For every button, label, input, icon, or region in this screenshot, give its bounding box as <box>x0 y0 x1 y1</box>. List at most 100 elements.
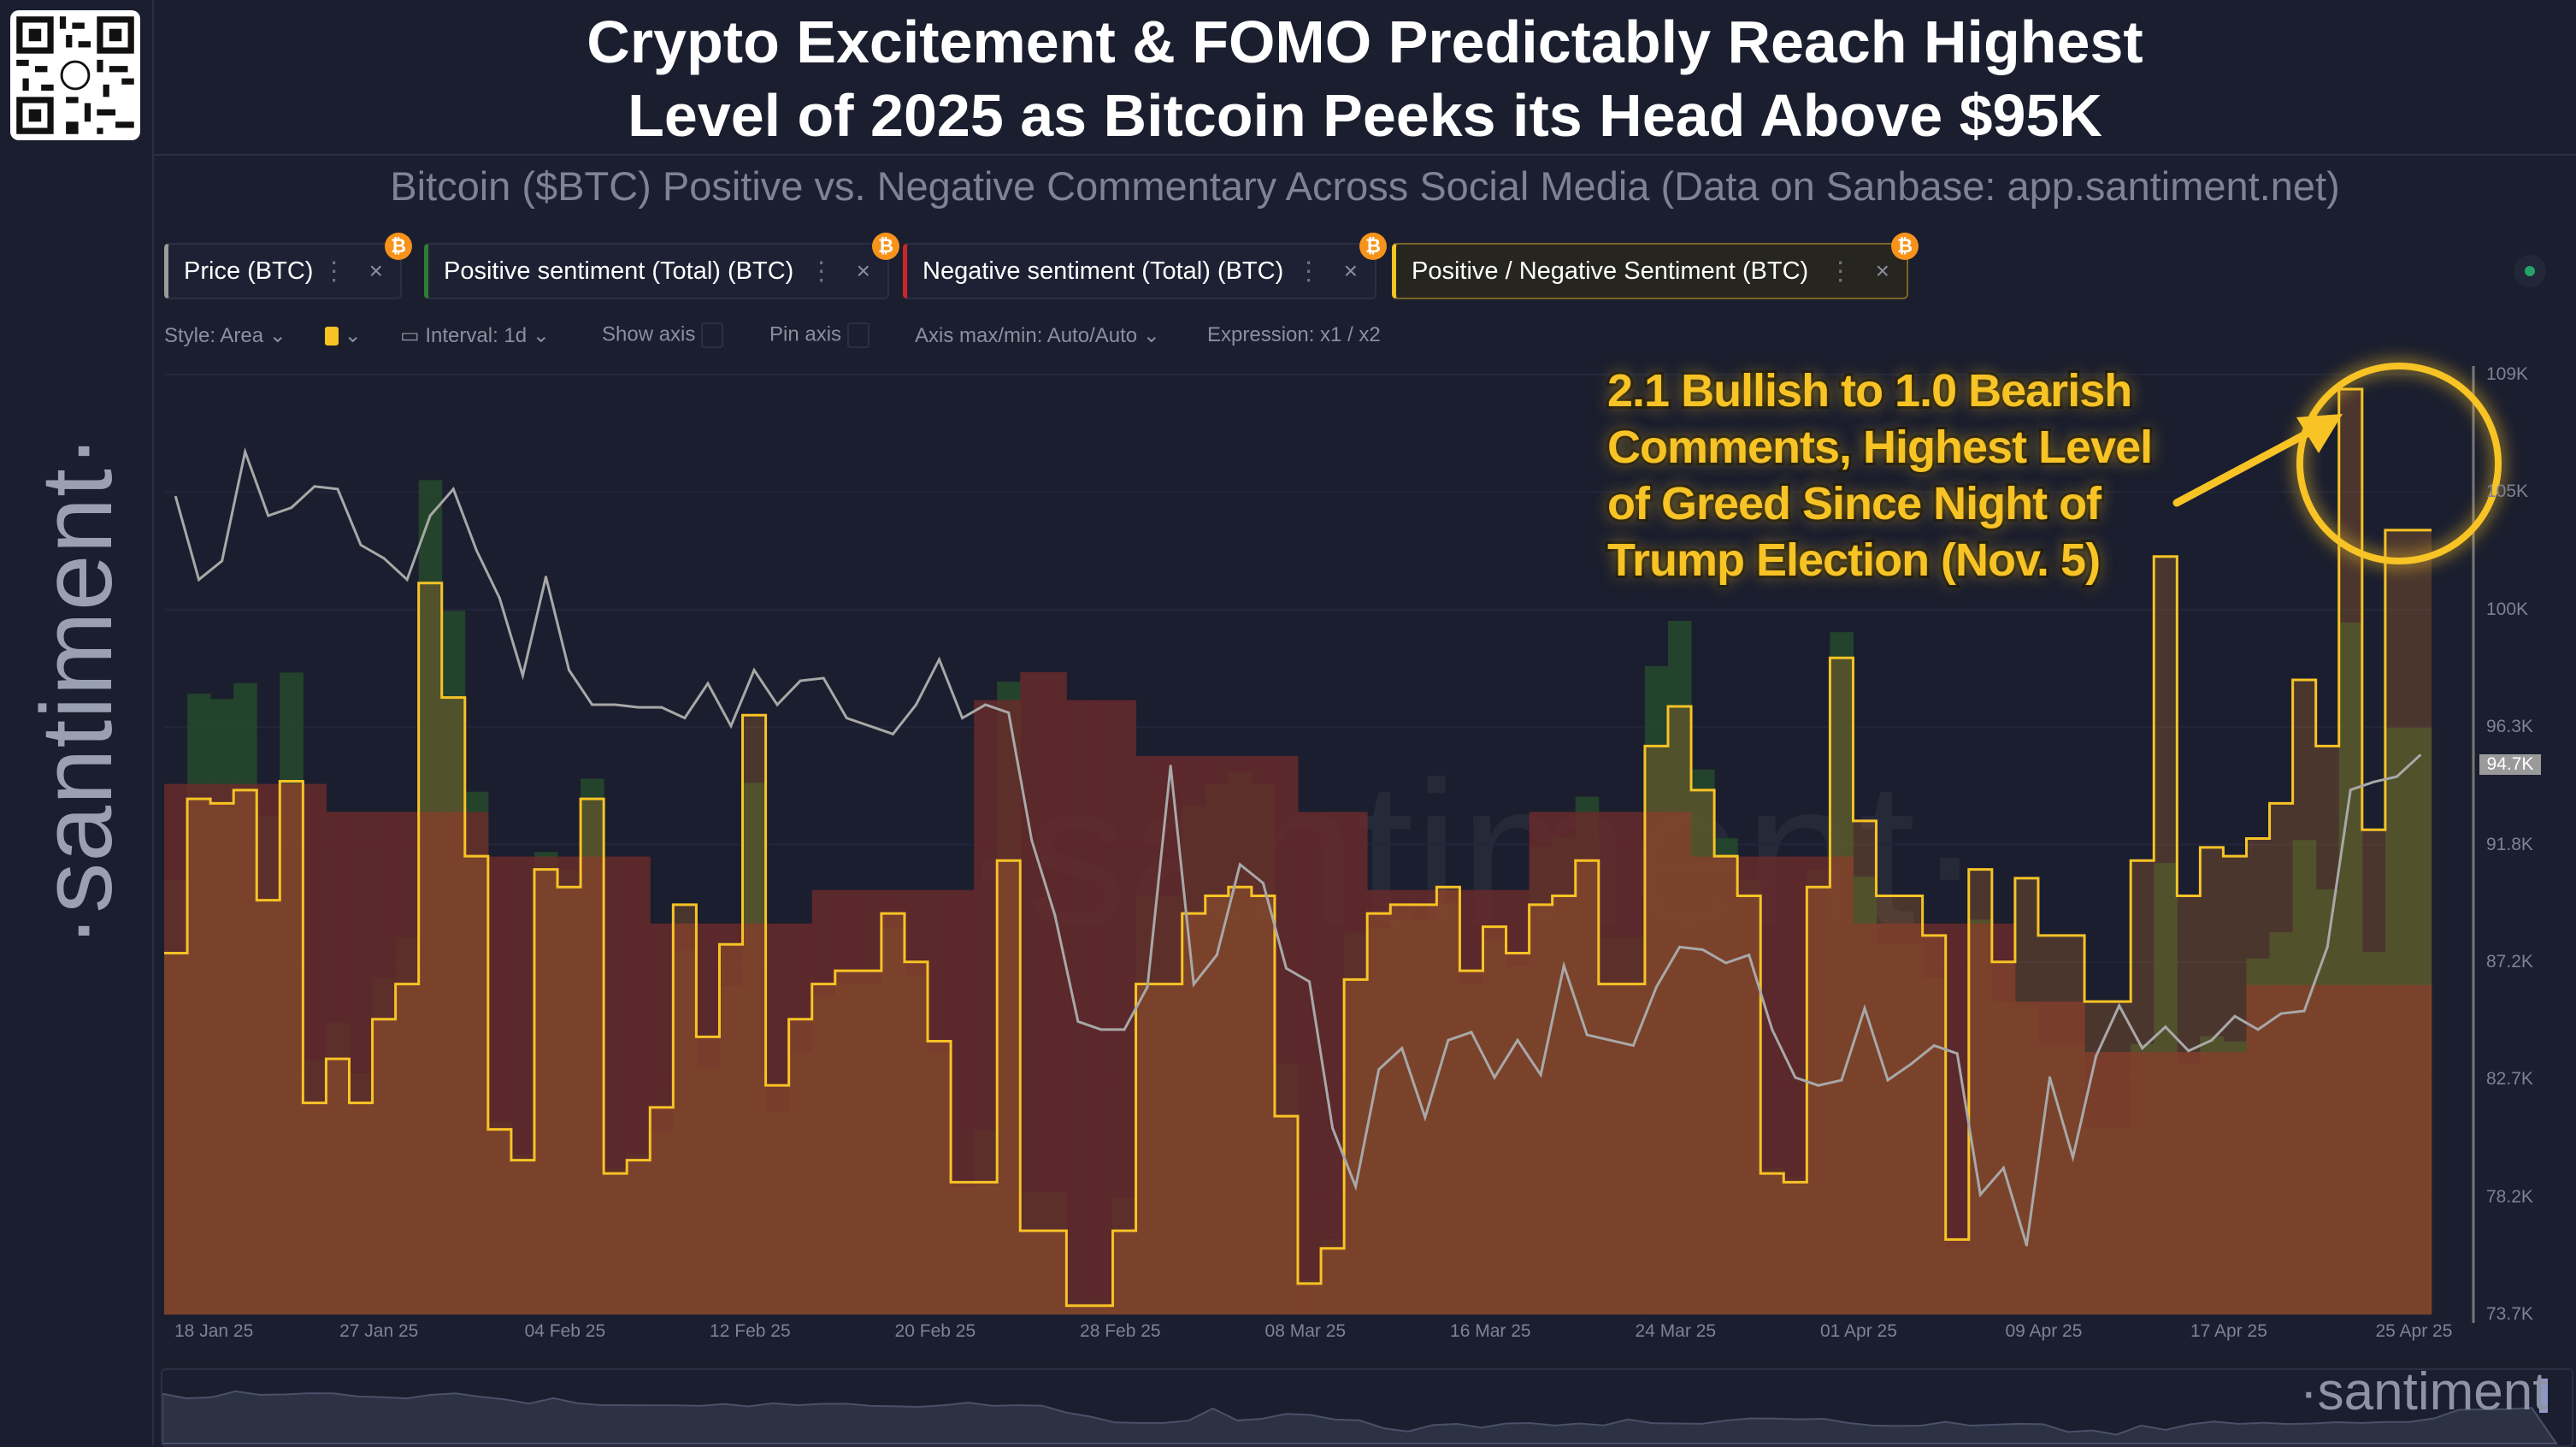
negative-sentiment-bar <box>2408 984 2432 1314</box>
negative-sentiment-bar <box>1667 812 1692 1314</box>
navigator-minimap[interactable] <box>161 1368 2573 1447</box>
tab-negative-sentiment[interactable]: Negative sentiment (Total) (BTC) ⋮ × ₿ <box>903 233 1387 299</box>
negative-sentiment-bar <box>2338 984 2363 1314</box>
price-point <box>2118 1004 2121 1007</box>
axis-maxmin-dropdown[interactable]: Axis max/min: Auto/Auto ⌄ <box>915 323 1160 347</box>
header-divider <box>154 154 2576 156</box>
price-point <box>1030 839 1034 842</box>
negative-sentiment-bar <box>395 812 420 1314</box>
price-point <box>683 717 687 720</box>
negative-sentiment-bar <box>1737 856 1761 1314</box>
bitcoin-icon: ₿ <box>872 233 899 260</box>
price-point <box>521 674 524 677</box>
price-point <box>1562 964 1565 967</box>
y-tick-label: 91.8K <box>2486 834 2533 854</box>
more-options-icon[interactable]: ⋮ <box>1827 257 1854 286</box>
price-point <box>290 506 293 510</box>
axis-maxmin-label: Axis max/min: Auto/Auto <box>915 323 1138 347</box>
tab-positive-sentiment[interactable]: Positive sentiment (Total) (BTC) ⋮ × ₿ <box>424 233 899 299</box>
price-point <box>1631 1044 1635 1048</box>
price-point <box>1493 1076 1496 1079</box>
price-point <box>891 732 894 735</box>
highlight-circle <box>2296 363 2502 564</box>
more-options-icon[interactable]: ⋮ <box>1295 257 1322 286</box>
negative-sentiment-bar <box>2037 1001 2062 1314</box>
more-options-icon[interactable]: ⋮ <box>808 257 834 286</box>
bitcoin-icon: ₿ <box>385 233 412 260</box>
show-axis-toggle[interactable]: Show axis <box>602 322 724 348</box>
price-point <box>775 703 779 706</box>
price-point <box>2095 1054 2098 1058</box>
price-point <box>2302 1009 2306 1013</box>
price-point <box>1955 1052 1959 1055</box>
style-dropdown[interactable]: Style: Area ⌄ <box>164 323 286 347</box>
price-point <box>1308 980 1312 983</box>
price-point <box>1215 954 1218 957</box>
pin-axis-checkbox[interactable] <box>846 322 869 348</box>
price-point <box>2372 780 2375 783</box>
page-subtitle: Bitcoin ($BTC) Positive vs. Negative Com… <box>390 163 2340 209</box>
negative-sentiment-bar <box>2246 984 2271 1314</box>
price-point <box>1169 765 1172 768</box>
price-point <box>1863 1007 1866 1010</box>
negative-sentiment-bar <box>164 783 188 1314</box>
negative-sentiment-bar <box>1436 889 1460 1314</box>
tab-price[interactable]: Price (BTC) ⋮ × ₿ <box>164 233 412 299</box>
price-point <box>1654 985 1658 989</box>
negative-sentiment-bar <box>974 700 998 1314</box>
negative-sentiment-bar <box>1413 889 1437 1314</box>
negative-sentiment-bar <box>1251 756 1276 1314</box>
pin-axis-label: Pin axis <box>769 322 842 346</box>
negative-sentiment-bar <box>2315 984 2340 1314</box>
negative-sentiment-bar <box>280 783 304 1314</box>
y-tick-label: 78.2K <box>2486 1186 2533 1207</box>
negative-sentiment-bar <box>303 783 327 1314</box>
close-icon[interactable]: × <box>1875 257 1889 284</box>
negative-sentiment-bar <box>2269 984 2294 1314</box>
more-options-icon[interactable]: ⋮ <box>321 257 347 286</box>
negative-sentiment-bar <box>2014 1001 2039 1314</box>
live-indicator-icon <box>2514 255 2546 287</box>
close-icon[interactable]: × <box>856 257 870 284</box>
show-axis-checkbox[interactable] <box>701 322 724 348</box>
negative-sentiment-bar <box>2107 1052 2131 1314</box>
negative-sentiment-bar <box>1876 923 1901 1314</box>
price-point <box>1470 1031 1473 1034</box>
close-icon[interactable]: × <box>368 257 383 284</box>
price-point <box>2187 1049 2190 1053</box>
negative-sentiment-bar <box>372 812 397 1314</box>
annotation-text: 2.1 Bullish to 1.0 Bearish Comments, Hig… <box>1605 363 2155 588</box>
tab-label: Positive / Negative Sentiment (BTC) <box>1412 257 1809 285</box>
price-point <box>822 676 825 680</box>
pin-axis-toggle[interactable]: Pin axis <box>769 322 869 348</box>
negative-sentiment-bar <box>464 812 489 1314</box>
negative-sentiment-bar <box>2154 1052 2178 1314</box>
tab-positive-negative-ratio[interactable]: Positive / Negative Sentiment (BTC) ⋮ × … <box>1392 233 1919 299</box>
negative-sentiment-bar <box>510 856 535 1314</box>
price-point <box>428 514 432 517</box>
tab-label: Negative sentiment (Total) (BTC) <box>923 257 1284 285</box>
negative-sentiment-bar <box>1066 700 1090 1314</box>
interval-dropdown[interactable]: ▭ Interval: 1d ⌄ <box>400 323 550 347</box>
price-point <box>2210 1038 2213 1042</box>
ratio-area-fill <box>164 389 2432 1314</box>
price-point <box>1099 1028 1103 1031</box>
negative-sentiment-bar <box>1714 856 1738 1314</box>
negative-sentiment-bar <box>951 889 975 1314</box>
negative-sentiment-bar <box>1182 756 1206 1314</box>
price-point <box>961 717 964 720</box>
negative-sentiment-bar <box>1621 812 1646 1314</box>
price-point <box>1192 983 1195 986</box>
color-picker[interactable]: ⌄ <box>325 323 362 348</box>
price-point <box>2001 1166 2005 1170</box>
current-price-tag: 94.7K <box>2479 754 2541 775</box>
close-icon[interactable]: × <box>1343 257 1358 284</box>
price-point <box>1932 1044 1936 1048</box>
negative-sentiment-bar <box>1274 756 1299 1314</box>
negative-sentiment-bar <box>742 923 767 1314</box>
color-swatch <box>325 327 339 346</box>
expression-field[interactable]: Expression: x1 / x2 <box>1207 323 1381 346</box>
price-point <box>845 717 848 720</box>
negative-sentiment-bar <box>858 889 882 1314</box>
